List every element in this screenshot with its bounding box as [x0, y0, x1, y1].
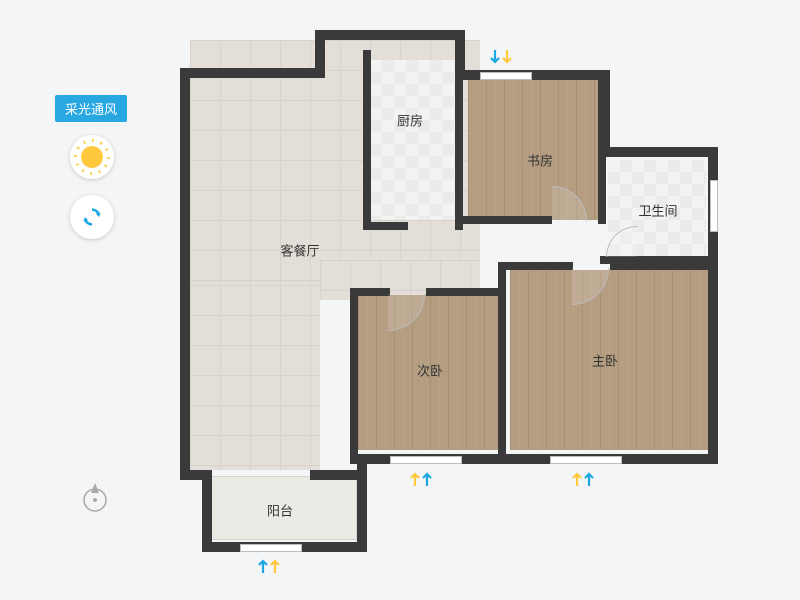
window-second [390, 456, 462, 464]
stage: 采光通风 [0, 0, 800, 600]
refresh-icon [79, 204, 105, 230]
label-kitchen: 厨房 [397, 111, 423, 130]
refresh-button[interactable] [70, 195, 114, 239]
label-master: 主卧 [592, 351, 618, 370]
window-bath [710, 180, 718, 232]
label-second: 次卧 [417, 361, 443, 380]
vent-study [490, 50, 512, 68]
window-balcony [240, 544, 302, 552]
window-study [480, 72, 532, 80]
vent-second [410, 468, 432, 486]
compass-icon [78, 480, 112, 514]
sun-button[interactable] [70, 135, 114, 179]
label-balcony: 阳台 [267, 501, 293, 520]
window-master [550, 456, 622, 464]
floor-kitchen [370, 60, 455, 220]
label-study: 书房 [527, 151, 553, 170]
vent-balcony [258, 555, 280, 573]
sun-icon [81, 146, 103, 168]
lighting-label: 采光通风 [55, 95, 127, 122]
label-bath: 卫生间 [638, 201, 677, 220]
floor-plan: 客餐厅 厨房 书房 卫生间 次卧 主卧 阳台 [180, 30, 740, 575]
vent-master [572, 468, 594, 486]
label-living: 客餐厅 [280, 241, 319, 260]
